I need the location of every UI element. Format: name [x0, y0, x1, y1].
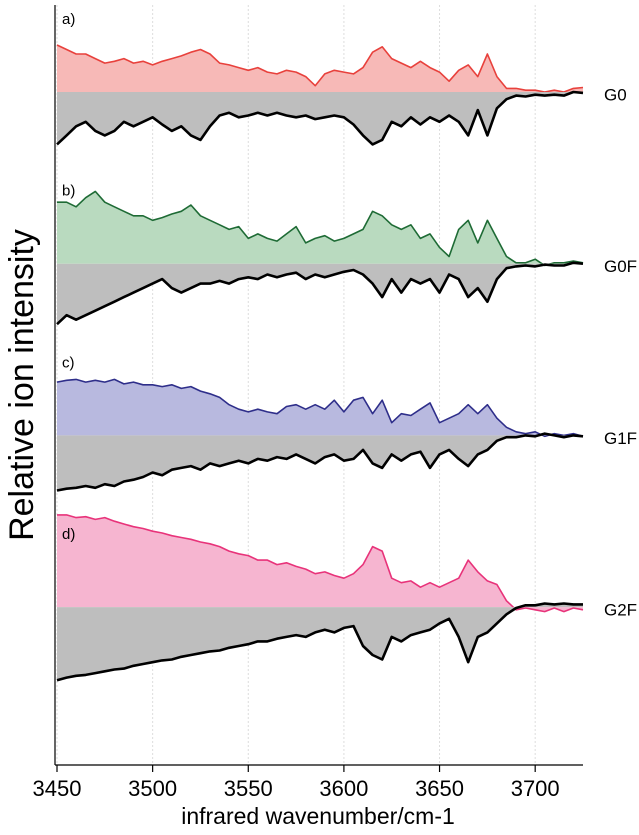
y-axis-label: Relative ion intensity — [3, 229, 41, 541]
line — [56, 602, 583, 682]
line — [56, 44, 584, 93]
area — [57, 379, 583, 437]
panel-label: d) — [62, 526, 75, 543]
panel-label: a) — [62, 11, 75, 28]
x-tick-label: 3450 — [33, 776, 82, 801]
area — [57, 45, 583, 92]
x-tick-label: 3600 — [319, 776, 368, 801]
panel-label: c) — [62, 354, 75, 371]
area — [57, 433, 583, 491]
x-tick-label: 3700 — [511, 776, 560, 801]
panel-name: G0 — [604, 85, 627, 104]
panel-name: G2F — [604, 601, 637, 620]
line — [56, 432, 584, 492]
line — [57, 514, 584, 613]
line — [56, 378, 584, 438]
x-tick-label: 3550 — [224, 776, 273, 801]
panel-label: b) — [62, 183, 75, 200]
x-axis-label: infrared wavenumber/cm-1 — [181, 803, 455, 829]
x-tick-label: 3500 — [128, 776, 177, 801]
line — [57, 190, 584, 267]
area — [57, 262, 583, 325]
line — [56, 90, 584, 146]
panel-name: G0F — [604, 257, 637, 276]
line — [56, 261, 584, 326]
panel-name: G1F — [604, 429, 637, 448]
x-tick-label: 3650 — [415, 776, 464, 801]
area — [57, 191, 583, 266]
